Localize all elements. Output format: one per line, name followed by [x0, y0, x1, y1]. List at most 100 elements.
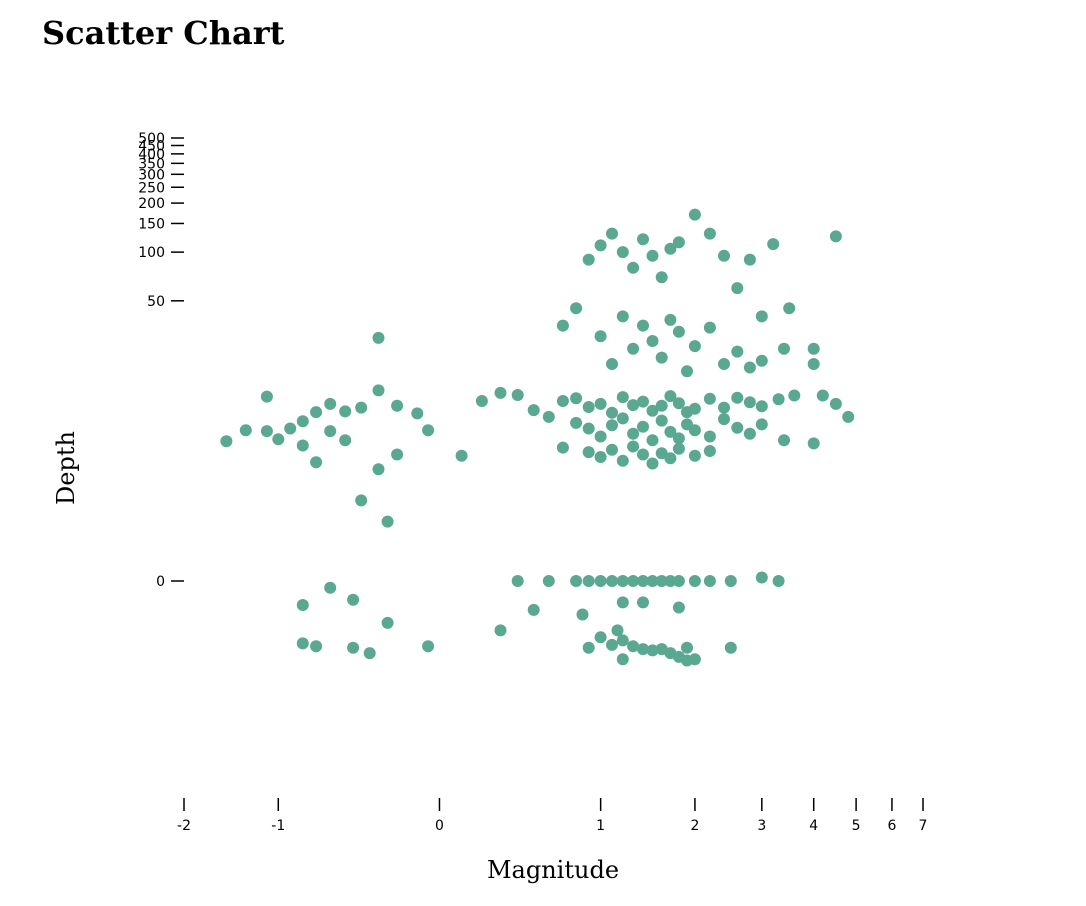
- y-axis-title: Depth: [52, 431, 80, 505]
- scatter-point: [339, 405, 352, 418]
- scatter-point: [703, 227, 716, 240]
- scatter-point: [272, 433, 285, 446]
- scatter-point: [422, 424, 435, 437]
- y-tick-label: 200: [138, 196, 165, 212]
- scatter-point: [755, 310, 768, 323]
- scatter-point: [664, 575, 677, 587]
- scatter-point: [816, 389, 829, 402]
- scatter-point: [718, 249, 730, 262]
- scatter-point: [606, 638, 618, 651]
- scatter-point: [511, 575, 524, 587]
- scatter-point: [788, 389, 801, 402]
- scatter-point: [616, 634, 629, 647]
- scatter-point: [718, 401, 730, 414]
- scatter-point: [807, 342, 820, 355]
- scatter-point: [627, 575, 640, 587]
- scatter-point: [755, 354, 768, 367]
- scatter-point: [637, 319, 649, 332]
- points-layer: [220, 208, 855, 667]
- scatter-point: [594, 451, 607, 463]
- scatter-point: [627, 440, 640, 453]
- x-axis-title: Magnitude: [487, 856, 619, 884]
- scatter-point: [743, 361, 756, 374]
- scatter-point: [576, 608, 589, 621]
- scatter-point: [664, 390, 677, 403]
- y-tick-label: 300: [138, 167, 165, 183]
- y-tick-label: 50: [147, 294, 165, 310]
- scatter-point: [616, 454, 629, 467]
- scatter-point: [347, 641, 360, 654]
- scatter-point: [616, 575, 629, 587]
- page-title: Scatter Chart: [42, 14, 285, 52]
- scatter-point: [570, 392, 583, 405]
- scatter-point: [616, 412, 629, 425]
- x-axis: -2 -1 0 1 2 3 4 5 6 7: [177, 798, 927, 834]
- scatter-point: [688, 424, 701, 437]
- scatter-point: [616, 310, 629, 323]
- scatter-point: [829, 230, 842, 243]
- scatter-point: [296, 439, 309, 452]
- scatter-point: [582, 401, 595, 413]
- scatter-point: [606, 443, 618, 456]
- scatter-point: [783, 302, 796, 315]
- y-tick-label: 0: [156, 574, 165, 590]
- scatter-point: [755, 418, 768, 431]
- scatter-point: [731, 421, 744, 434]
- scatter-point: [807, 358, 820, 370]
- scatter-point: [672, 397, 685, 410]
- scatter-point: [355, 401, 368, 414]
- scatter-point: [616, 246, 629, 259]
- scatter-point: [475, 395, 488, 407]
- scatter-point: [594, 430, 607, 443]
- scatter-point: [731, 282, 744, 295]
- scatter-point: [296, 415, 309, 428]
- scatter-point: [703, 445, 716, 457]
- scatter-point: [582, 641, 595, 654]
- scatter-point: [688, 575, 701, 587]
- scatter-point: [556, 441, 569, 454]
- scatter-point: [411, 407, 424, 420]
- scatter-point: [646, 335, 659, 347]
- scatter-point: [372, 384, 385, 397]
- scatter-point: [455, 449, 468, 462]
- x-tick-label: 7: [919, 818, 928, 834]
- scatter-point: [703, 321, 716, 334]
- scatter-point: [688, 340, 701, 353]
- scatter-point: [637, 420, 649, 433]
- scatter-point: [627, 261, 640, 274]
- scatter-point: [296, 637, 309, 650]
- scatter-point: [672, 325, 685, 338]
- scatter-point: [718, 358, 730, 370]
- scatter-point: [731, 345, 744, 358]
- scatter-point: [664, 313, 677, 326]
- scatter-point: [324, 425, 337, 438]
- scatter-point: [637, 395, 649, 408]
- scatter-point: [627, 399, 640, 412]
- y-tick-label: 250: [138, 180, 165, 196]
- scatter-point: [324, 397, 337, 410]
- scatter-point: [606, 406, 618, 419]
- scatter-point: [772, 575, 785, 587]
- scatter-point: [556, 319, 569, 332]
- x-tick-label: 0: [435, 818, 444, 834]
- y-tick-label: 150: [138, 216, 165, 232]
- scatter-point: [260, 425, 273, 438]
- scatter-point: [681, 365, 693, 378]
- scatter-point: [743, 396, 756, 409]
- scatter-point: [743, 427, 756, 440]
- scatter-point: [681, 641, 693, 654]
- scatter-point: [724, 575, 737, 587]
- scatter-point: [606, 227, 618, 240]
- scatter-point: [637, 596, 649, 609]
- scatter-point: [646, 249, 659, 262]
- x-tick-label: 6: [887, 818, 896, 834]
- scatter-point: [688, 208, 701, 221]
- scatter-point: [391, 399, 404, 412]
- scatter-point: [582, 575, 595, 587]
- scatter-point: [570, 302, 583, 315]
- scatter-point: [391, 448, 404, 461]
- scatter-point: [570, 575, 583, 587]
- scatter-point: [594, 330, 607, 343]
